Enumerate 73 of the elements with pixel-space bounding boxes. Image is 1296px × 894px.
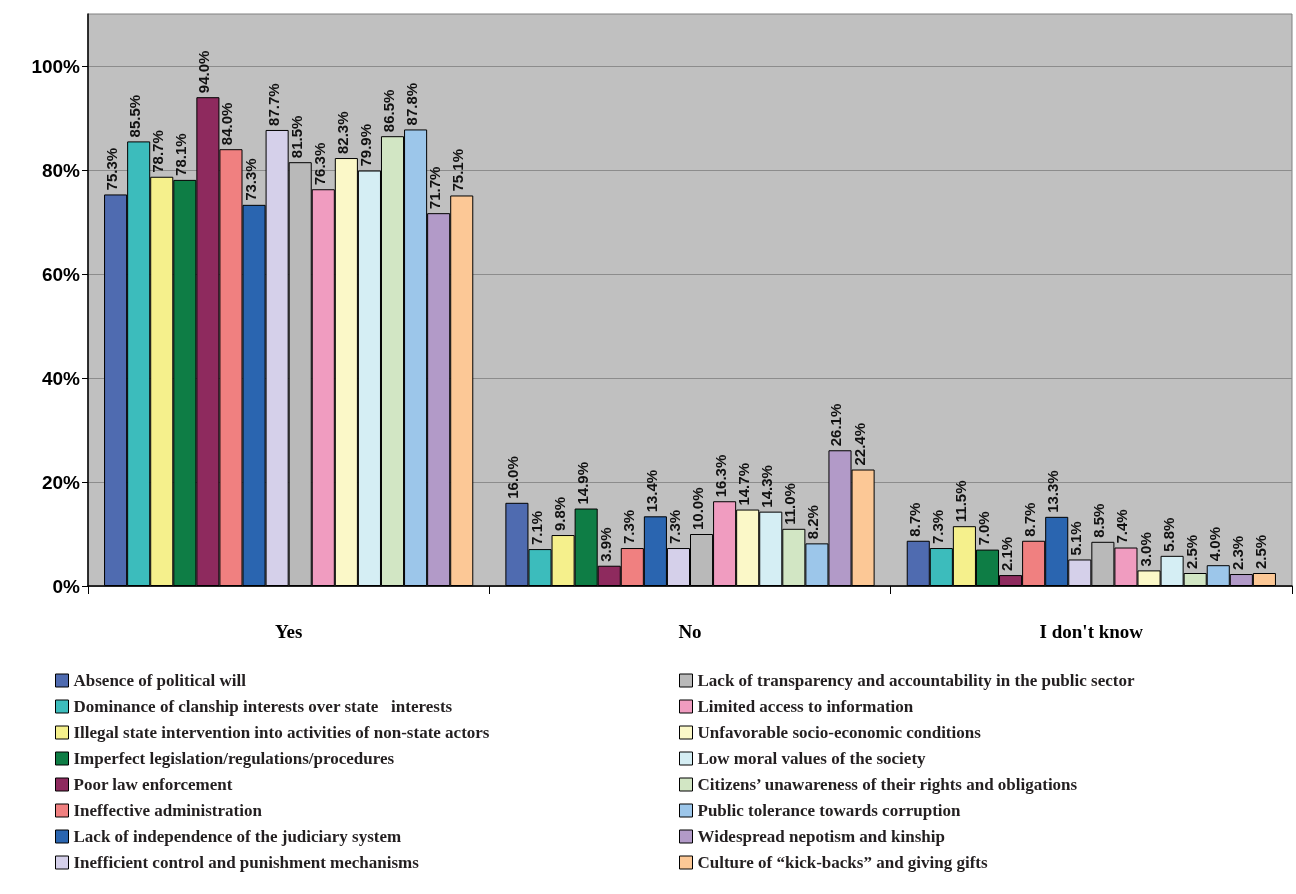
data-label: 2.1% [998, 536, 1016, 572]
legend-label: Widespread nepotism and kinship [697, 827, 945, 846]
data-label: 7.3% [928, 509, 946, 545]
data-label: 13.4% [642, 469, 660, 513]
x-tick-label: I don't know [1039, 621, 1144, 642]
data-label: 7.1% [527, 510, 545, 546]
data-label: 7.4% [1113, 509, 1131, 544]
data-label: 16.3% [712, 454, 730, 498]
data-label: 3.9% [596, 527, 614, 562]
data-label: 85.5% [126, 94, 144, 138]
legend-label: Poor law enforcement [73, 775, 233, 794]
y-tick-label: 100% [31, 55, 81, 77]
data-label: 78.7% [149, 130, 167, 173]
legend-label: Dominance of clanship interests over state interests [73, 697, 453, 716]
legend-label: Ineffective administration [73, 801, 263, 820]
data-label: 84.0% [218, 102, 236, 146]
data-label: 8.2% [804, 505, 822, 540]
legend-label: Culture of “kick-backs” and giving gifts [697, 853, 989, 872]
data-label: 22.4% [850, 422, 868, 466]
data-label: 7.0% [974, 511, 992, 546]
data-label: 75.3% [103, 147, 121, 191]
data-label: 11.5% [951, 480, 969, 523]
legend-label: Imperfect legislation/regulations/procedures [73, 749, 395, 768]
data-label: 26.1% [827, 403, 845, 447]
y-tick-label: 60% [41, 263, 81, 285]
data-label: 10.0% [689, 487, 707, 530]
data-label: 86.5% [380, 89, 398, 133]
data-label: 16.0% [504, 456, 522, 499]
data-label: 2.5% [1182, 534, 1200, 569]
data-label: 71.7% [426, 166, 444, 210]
legend-label: Limited access to information [697, 697, 914, 716]
data-label: 4.0% [1205, 527, 1223, 562]
data-label: 75.1% [449, 148, 467, 192]
y-tick-label: 80% [41, 159, 81, 181]
legend-label: Lack of independence of the judiciary system [73, 827, 402, 846]
data-label: 76.3% [310, 142, 328, 186]
legend-label: Unfavorable socio-economic conditions [697, 723, 982, 742]
data-label: 82.3% [333, 111, 351, 155]
data-label: 8.7% [905, 502, 923, 537]
data-label: 2.5% [1251, 534, 1269, 569]
y-tick-label: 40% [41, 367, 81, 389]
data-label: 13.3% [1044, 470, 1062, 513]
data-label: 87.7% [264, 83, 282, 126]
data-label: 94.0% [195, 50, 213, 94]
data-label: 8.7% [1021, 502, 1039, 537]
legend-label: Citizens’ unawareness of their rights and obligations [697, 775, 1078, 794]
data-label: 5.1% [1067, 521, 1085, 556]
legend-label: Low moral values of the society [697, 749, 927, 768]
data-label: 5.8% [1159, 517, 1177, 552]
legend-label: Absence of political will [73, 671, 247, 690]
x-tick-label: No [678, 621, 702, 642]
data-label: 14.9% [573, 461, 591, 505]
data-label: 7.3% [619, 509, 637, 545]
data-label: 3.0% [1136, 532, 1154, 567]
data-label: 81.5% [287, 115, 305, 159]
data-label: 2.3% [1228, 535, 1246, 571]
data-label: 87.8% [403, 82, 421, 126]
data-label: 7.3% [665, 509, 683, 545]
data-label: 9.8% [550, 496, 568, 532]
legend-label: Inefficient control and punishment mechanisms [73, 853, 420, 872]
legend-label: Lack of transparency and accountability in the public sector [697, 671, 1135, 690]
legend-label: Illegal state intervention into activities of non-state actors [73, 723, 490, 742]
data-label: 8.5% [1090, 503, 1108, 538]
data-label: 79.9% [356, 123, 374, 167]
data-label: 78.1% [172, 133, 190, 176]
x-tick-label: Yes [274, 621, 303, 642]
data-label: 11.0% [781, 483, 799, 525]
data-label: 14.7% [735, 463, 753, 506]
y-tick-label: 20% [41, 471, 81, 493]
legend-label: Public tolerance towards corruption [697, 801, 962, 820]
y-tick-label: 0% [52, 575, 81, 597]
data-label: 14.3% [758, 465, 776, 508]
data-label: 73.3% [241, 158, 259, 201]
